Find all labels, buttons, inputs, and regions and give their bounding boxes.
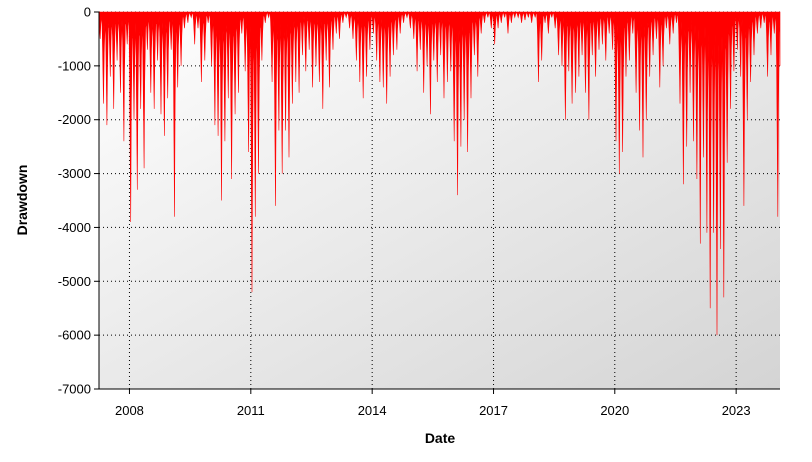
x-tick-label: 2020: [600, 403, 629, 418]
x-axis-title: Date: [425, 430, 456, 446]
drawdown-area: [98, 11, 781, 336]
x-tick-label: 2008: [115, 403, 144, 418]
x-tick-label: 2014: [358, 403, 387, 418]
y-tick-label: -4000: [58, 220, 91, 235]
y-tick-label: -5000: [58, 274, 91, 289]
y-tick-label: -3000: [58, 166, 91, 181]
x-tick-label: 2011: [237, 403, 265, 418]
y-tick-label: -1000: [58, 58, 91, 73]
y-tick-label: -6000: [58, 328, 91, 343]
y-axis-title: Drawdown: [14, 165, 30, 236]
y-tick-label: 0: [84, 5, 91, 20]
y-tick-label: -7000: [58, 382, 91, 397]
y-tick-label: -2000: [58, 112, 91, 127]
axes: [94, 11, 780, 394]
plot-area: [99, 12, 780, 389]
y-tick-labels: 0 -1000 -2000 -3000 -4000 -5000 -6000 -7000: [58, 5, 91, 397]
x-tick-labels: 2008 2011 2014 2017 2020 2023: [115, 403, 751, 418]
x-tick-label: 2023: [722, 403, 751, 418]
drawdown-series-area: [98, 11, 781, 336]
x-tick-label: 2017: [479, 403, 508, 418]
